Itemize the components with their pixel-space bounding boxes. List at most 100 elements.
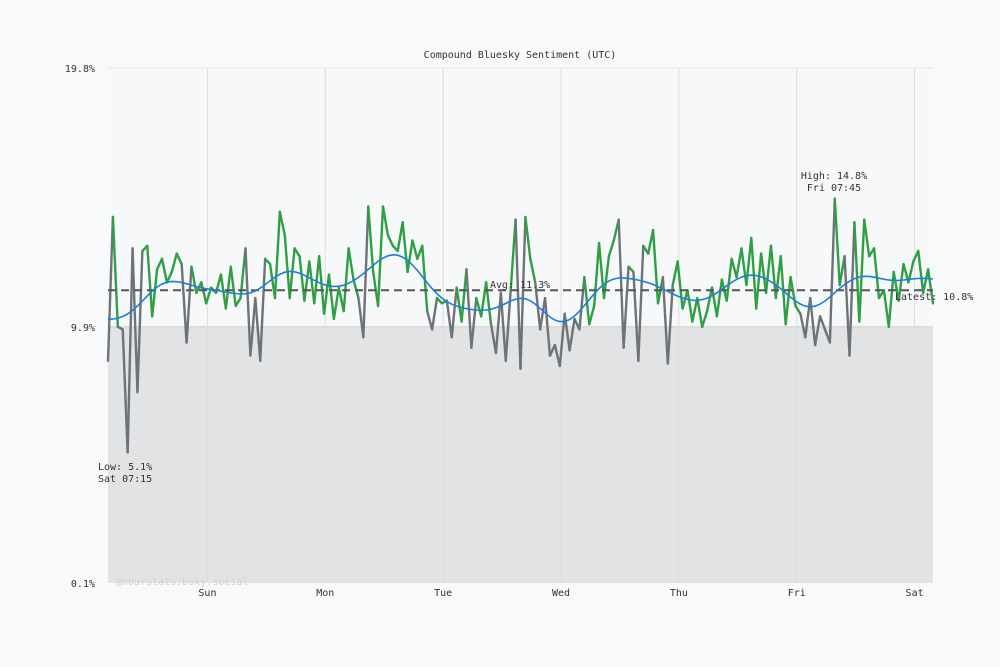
series-segment (858, 218, 866, 323)
series-segment (597, 241, 606, 300)
series-segment (249, 296, 257, 357)
series-segment (347, 247, 355, 281)
series-segment (632, 270, 640, 362)
latest-label: Latest: 10.8% (895, 292, 973, 303)
series-segment (352, 278, 360, 300)
x-tick-label: Thu (670, 588, 688, 599)
series-segment (165, 270, 174, 284)
series-segment (293, 247, 301, 258)
series-segment (111, 215, 120, 329)
series-segment (848, 221, 856, 357)
series-segment (666, 283, 674, 365)
series-segment (396, 221, 404, 253)
series-segment (131, 247, 139, 394)
series-segment (376, 205, 385, 308)
series-segment (745, 236, 753, 287)
series-segment (136, 249, 144, 394)
series-segment (813, 315, 822, 347)
series-segment (568, 317, 576, 352)
series-segment (494, 291, 503, 355)
series-segment (121, 328, 129, 454)
chart-title: Compound Bluesky Sentiment (UTC) (424, 50, 617, 61)
series-segment (784, 275, 792, 326)
series-segment (475, 296, 483, 318)
series-segment (705, 286, 714, 313)
series-segment (700, 309, 709, 329)
series-segment (259, 257, 267, 362)
series-segment (450, 286, 458, 339)
series-segment (411, 239, 419, 261)
series-segment (710, 286, 719, 318)
series-segment (180, 262, 188, 344)
series-segment (342, 247, 350, 313)
series-segment (283, 234, 291, 300)
series-segment (917, 249, 925, 295)
x-tick-label: Wed (552, 588, 570, 599)
high-label: High: 14.8% (801, 171, 867, 182)
series-segment (126, 247, 134, 454)
series-segment (730, 257, 738, 279)
series-segment (509, 218, 517, 292)
series-segment (170, 252, 178, 274)
y-tick-label: 19.8% (65, 64, 95, 75)
series-segment (224, 265, 232, 310)
series-segment (882, 289, 891, 329)
series-segment (735, 247, 743, 279)
series-segment (317, 255, 326, 315)
series-segment (661, 275, 670, 365)
series-segment (764, 244, 773, 295)
series-segment (818, 315, 827, 331)
series-segment (921, 268, 930, 295)
series-segment (759, 252, 768, 295)
series-segment (524, 215, 532, 261)
series-segment (146, 244, 154, 318)
series-segment (563, 312, 571, 352)
series-segment (322, 273, 331, 315)
series-segment (691, 296, 699, 323)
series-segment (445, 299, 453, 339)
series-segment (607, 239, 616, 258)
series-segment (514, 218, 522, 370)
low-time-label: Sat 07:15 (98, 474, 152, 485)
series-segment (715, 278, 724, 318)
series-segment (313, 255, 321, 305)
series-segment (897, 262, 905, 302)
series-segment (234, 296, 242, 308)
series-segment (843, 255, 851, 357)
series-segment (381, 205, 390, 237)
series-segment (578, 275, 586, 331)
series-segment (229, 265, 237, 308)
series-segment (529, 257, 537, 284)
series-segment (303, 260, 311, 302)
series-segment (696, 296, 704, 329)
series-segment (558, 312, 566, 368)
series-segment (460, 268, 468, 323)
series-segment (160, 257, 169, 284)
series-segment (794, 304, 802, 315)
series-segment (750, 236, 758, 310)
series-segment (740, 247, 748, 287)
series-segment (244, 247, 252, 357)
series-segment (686, 289, 694, 323)
series-segment (200, 281, 208, 305)
series-segment (298, 255, 306, 302)
smoothed-line (107, 253, 934, 323)
series-segment (406, 239, 414, 274)
series-segment (926, 268, 935, 305)
series-segment (190, 265, 198, 295)
series-segment (150, 268, 159, 318)
series-segment (622, 265, 630, 349)
y-tick-label: 0.1% (71, 579, 95, 590)
series-segment (592, 241, 601, 308)
series-segment (327, 273, 336, 321)
avg-label: Avg: 11.3% (490, 280, 550, 291)
series-segment (755, 252, 763, 310)
series-segment (455, 286, 463, 323)
series-segment (538, 296, 547, 331)
series-segment (519, 215, 527, 370)
x-tick-label: Fri (788, 588, 806, 599)
series-segment (543, 296, 552, 357)
series-segment (725, 257, 733, 302)
low-label: Low: 5.1% (98, 462, 152, 473)
